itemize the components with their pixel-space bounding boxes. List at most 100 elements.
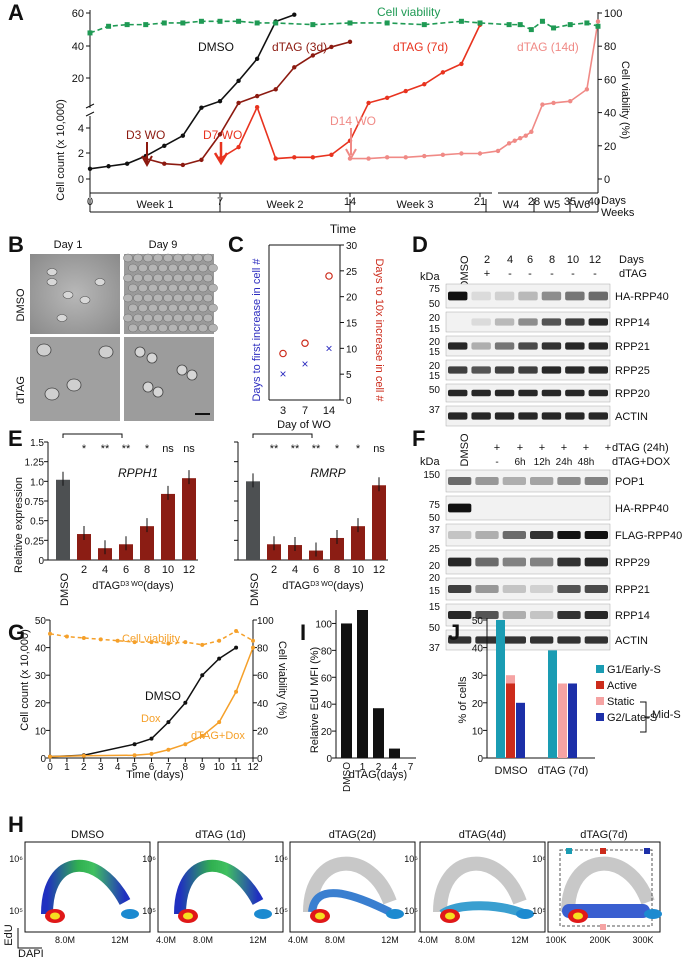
a-data-point [254,104,260,110]
h-g2-cluster [644,909,662,919]
f-dox-row: dTAG+DOX [612,456,671,468]
b-cell-confluent [123,273,133,283]
g-point-viability [183,640,188,645]
panel-letter-g: G [8,620,25,645]
g-point-viability [234,629,239,634]
e-ytick: 0.5 [30,517,44,528]
b-cell-confluent [158,303,168,313]
f-marker: 75 [429,500,441,511]
b-cell-shapes [36,253,218,401]
d-blot-band [494,366,515,374]
d-blot-band [588,412,608,420]
a-viability-point [124,22,130,28]
e-bar [351,526,365,560]
e-x-label-post: (days) [333,580,364,592]
f-blot-frame [445,577,611,601]
i-ytick: 60 [321,673,333,684]
a-data-point [568,99,573,104]
b-cell-confluent [123,253,133,263]
e-significance: ** [101,443,110,455]
h-s-phase-arc [174,860,264,915]
b-cell-dtag-day9 [186,369,198,381]
a-viability-point [567,22,573,28]
d-marker: 50 [429,385,441,396]
d-dtag-label: dTAG [619,268,647,280]
f-blot-band [475,557,499,567]
b-cell-confluent [133,253,143,263]
g-point-dtagdox [183,742,188,747]
a-ytick-right: 80 [604,41,616,53]
g-ytick-right: 40 [257,699,269,710]
d-blots: 75502015201520155037HA-RPP40RPP14RPP21RP… [429,283,669,427]
j-bar-g1 [548,650,557,758]
e-bar [161,493,175,560]
e-xtick: 4 [292,564,298,576]
d-marker: 20 [429,337,441,348]
g-xtick: 3 [98,762,104,773]
e-dmso-label: DMSO [59,573,71,606]
b-cell-confluent [158,323,168,333]
a-viability-point [551,25,557,31]
g-point-viability [64,634,69,639]
h-xtick: 4.0M [418,935,438,945]
c-point-10x-increase [301,339,309,347]
c-point-first-increase: × [301,357,308,371]
a-x-label: Time [330,222,357,236]
b-col-day1: Day 1 [54,239,83,251]
f-blot-band [475,477,499,485]
h-ytick: 10⁵ [404,906,418,916]
b-cell-confluent [163,313,173,323]
g-point-dtagdox [132,753,137,758]
b-cell-confluent [178,283,188,293]
a-y-right-label: Cell viability (%) [619,61,631,139]
h-g2-cluster [516,909,534,919]
j-legend-swatch [596,713,604,721]
a-viability-point [217,18,223,24]
a-ytick-top: 20 [72,73,84,85]
d-blot-band [541,412,562,420]
a-ytick-right: 0 [604,174,610,186]
e-gene-label: RPPH1 [118,466,158,480]
f-dox-item: 6h [514,457,525,468]
g-ytick-right: 0 [257,754,263,765]
j-legend-label: G1/Early-S [607,664,661,676]
h-plot-title: dTAG(2d) [329,829,376,841]
e-significance: ns [183,443,195,455]
b-cell-day1 [46,268,58,276]
f-band-label: RPP21 [615,584,650,596]
c-xtick: 3 [280,405,286,417]
c-point-10x-increase [325,272,333,280]
h-xtick: 8.0M [193,935,213,945]
j-ytick: 50 [472,616,484,627]
a-data-point [180,162,186,168]
f-kda: kDa [420,456,440,468]
d-blot-band [448,412,468,420]
a-viability-point [347,20,353,26]
h-ytick: 10⁶ [9,854,23,864]
g-label-viability: Cell viability [122,633,181,645]
j-ytick: 10 [472,726,484,737]
e-bar [246,481,260,560]
c-point-first-increase: × [325,341,332,355]
b-cell-dtag-day1 [44,387,60,401]
d-blot-band [565,291,585,301]
a-ytick-right: 20 [604,141,616,153]
b-row-dmso: DMSO [15,288,27,321]
j-bar-static [558,683,567,758]
h-g2-cluster [254,909,272,919]
h-g1-core [445,912,455,920]
c-xtick: 7 [302,405,308,417]
a-data-point [440,70,446,75]
d-kda: kDa [420,271,440,283]
a-label-dtag14: dTAG (14d) [517,40,579,54]
b-cell-confluent [128,263,138,273]
b-cell-confluent [193,273,203,283]
c-ytick-right: 15 [346,319,358,330]
j-legend-label: Active [607,680,637,692]
g-point-dmso [166,720,171,725]
g-point-viability [217,638,222,643]
d-blot-band [588,318,608,326]
a-viability-point [584,20,590,26]
a-arrow-d3 [141,142,153,168]
e-bar [267,544,281,560]
